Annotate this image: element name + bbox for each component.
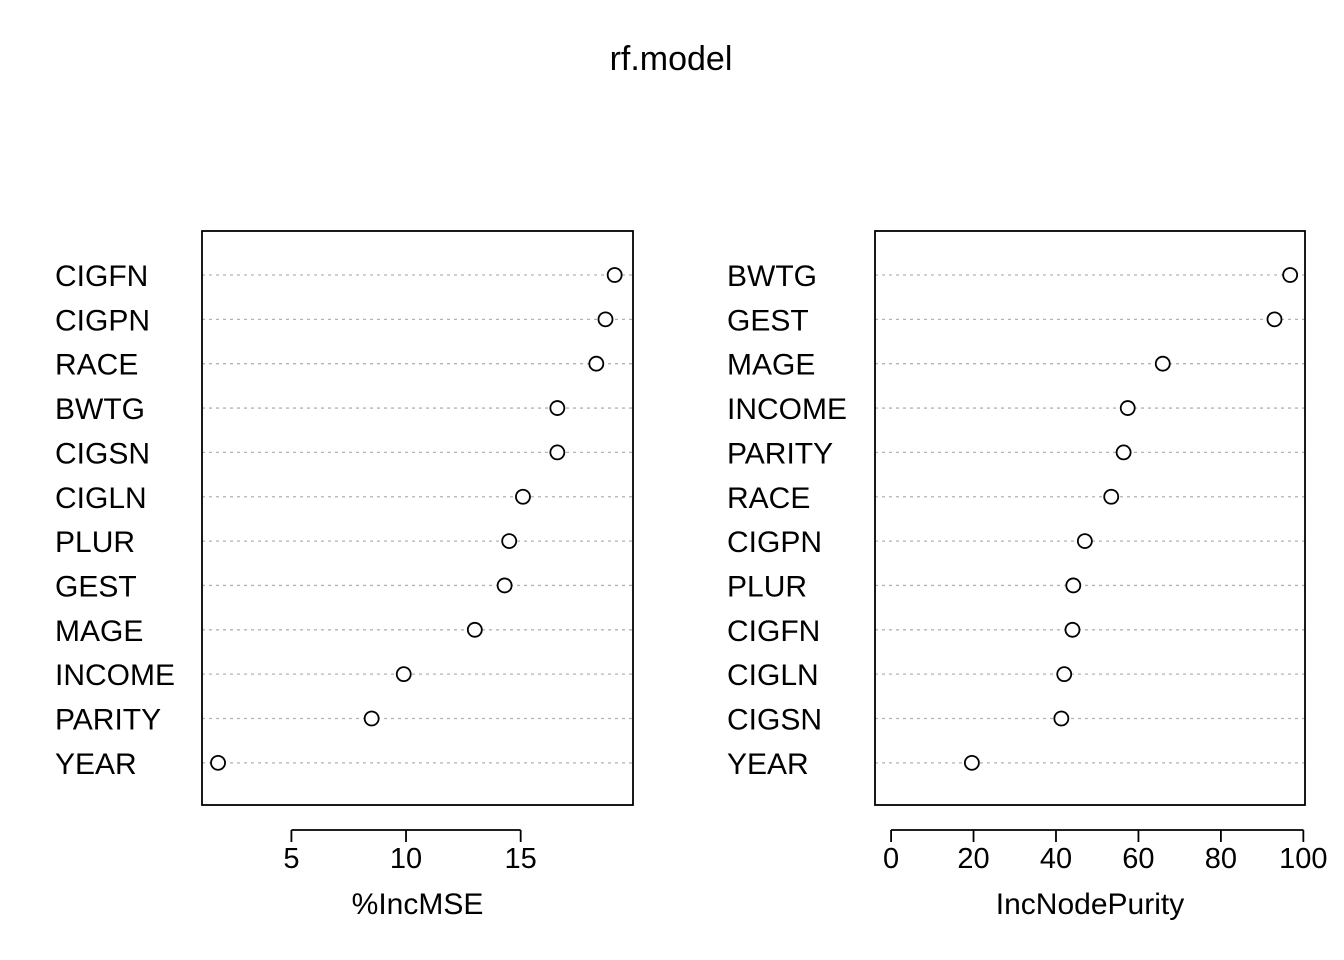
data-point (1056, 666, 1073, 683)
category-label: CIGSN (727, 704, 822, 737)
category-label: INCOME (727, 393, 847, 426)
plot-frame (874, 230, 1306, 806)
data-point (1076, 533, 1093, 549)
data-point (501, 533, 518, 549)
data-point (606, 267, 623, 283)
category-label: RACE (55, 349, 138, 382)
data-point (496, 577, 513, 594)
data-point (588, 355, 605, 372)
category-label: PLUR (55, 526, 135, 559)
x-tick-label: 10 (390, 843, 422, 875)
x-tick-label: 80 (1205, 843, 1237, 875)
category-label: PARITY (727, 437, 833, 470)
data-point (210, 754, 226, 771)
data-point (963, 754, 980, 771)
panel-incnodepurity: BWTG GEST MAGE INCOME PARITY RACE CIGPN PLUR CIG… (727, 230, 1328, 921)
category-label: RACE (727, 482, 810, 515)
category-label: BWTG (727, 260, 817, 293)
category-label: INCOME (55, 659, 175, 692)
data-point (1119, 400, 1136, 416)
data-point (1154, 355, 1171, 372)
category-label: BWTG (55, 393, 145, 426)
data-point (1065, 577, 1082, 594)
panel-incmse: CIGFN CIGPN RACE BWTG CIGSN CIGLN PLUR GEST MAGE… (55, 230, 634, 921)
category-label: CIGSN (55, 437, 150, 470)
plot-frame (201, 230, 634, 806)
category-label: YEAR (727, 748, 809, 781)
data-point (597, 311, 614, 328)
x-tick-label: 20 (957, 843, 989, 875)
category-label: MAGE (55, 615, 143, 648)
data-point (1103, 488, 1120, 505)
x-tick-label: 60 (1122, 843, 1154, 875)
data-point (363, 710, 380, 727)
chart-title: rf.model (610, 40, 733, 78)
data-point (1053, 710, 1070, 727)
category-label: CIGLN (727, 659, 819, 692)
data-point (549, 400, 566, 416)
data-point (1282, 267, 1299, 283)
data-point (466, 621, 483, 638)
data-point (515, 488, 531, 505)
category-label: CIGPN (55, 304, 150, 337)
x-tick-label: 5 (283, 843, 299, 875)
x-axis-title: %IncMSE (352, 888, 484, 921)
x-axis-title: IncNodePurity (996, 888, 1184, 921)
category-label: GEST (55, 570, 137, 603)
category-label: CIGPN (727, 526, 822, 559)
category-label: YEAR (55, 748, 137, 781)
x-tick-label: 15 (505, 843, 537, 875)
x-tick-label: 40 (1040, 843, 1072, 875)
data-point (549, 444, 566, 461)
data-point (1115, 444, 1132, 461)
category-label: CIGFN (727, 615, 820, 648)
data-point (1064, 621, 1081, 638)
data-point (395, 666, 412, 683)
x-tick-label: 0 (883, 843, 899, 875)
data-point (1266, 311, 1283, 328)
category-label: CIGFN (55, 260, 148, 293)
category-label: GEST (727, 304, 809, 337)
x-tick-label: 100 (1279, 843, 1327, 875)
category-label: MAGE (727, 349, 815, 382)
category-label: PLUR (727, 570, 807, 603)
category-label: CIGLN (55, 482, 147, 515)
category-label: PARITY (55, 704, 161, 737)
